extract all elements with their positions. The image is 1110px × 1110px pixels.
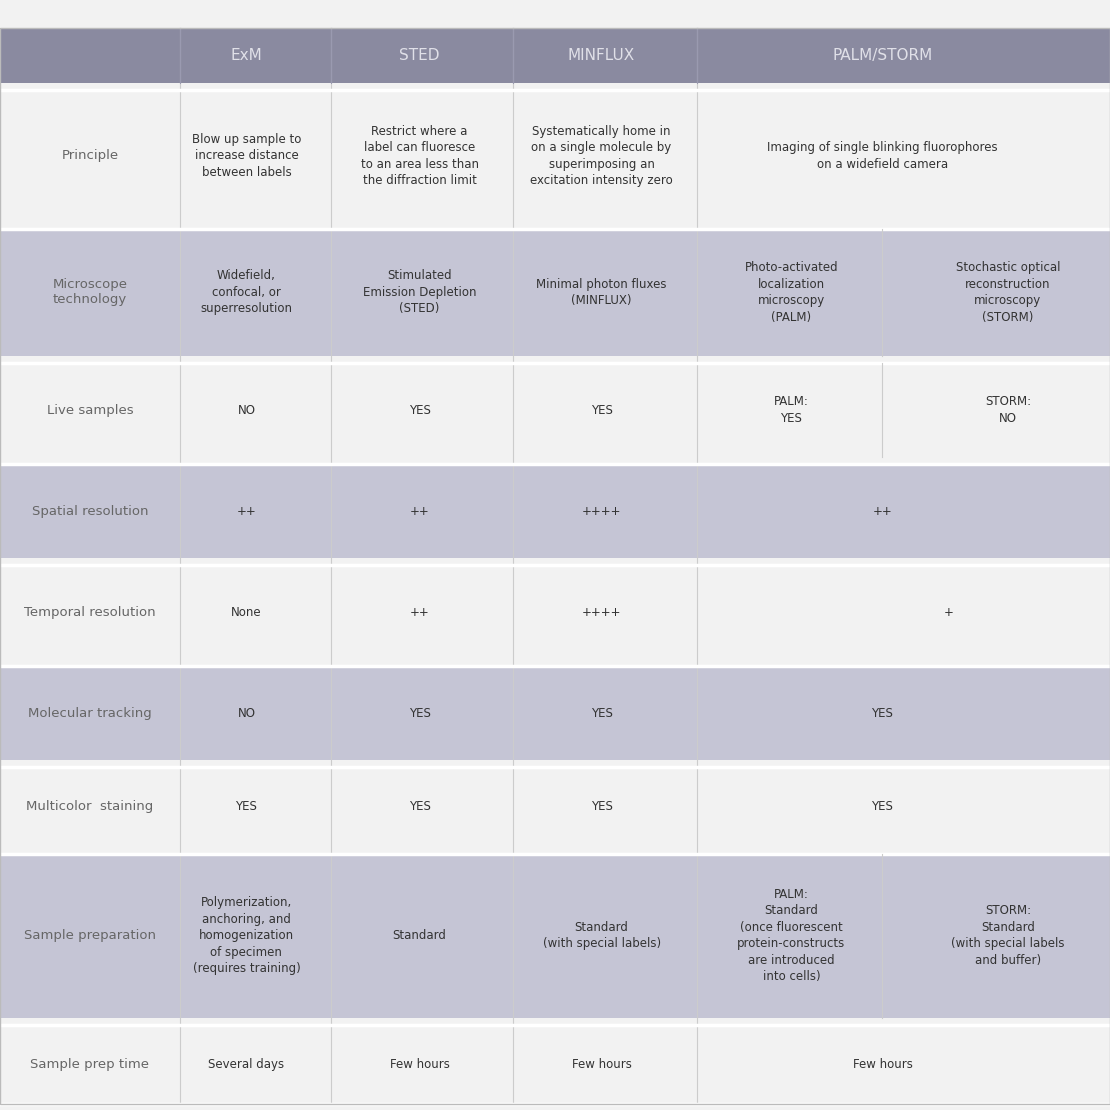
Text: Principle: Principle bbox=[61, 150, 119, 162]
Bar bbox=[0, 666, 1110, 760]
Text: Few hours: Few hours bbox=[390, 1058, 450, 1071]
Text: ++: ++ bbox=[410, 606, 430, 618]
Text: STED: STED bbox=[400, 48, 440, 63]
Text: PALM:
Standard
(once fluorescent
protein-constructs
are introduced
into cells): PALM: Standard (once fluorescent protein… bbox=[737, 888, 846, 983]
Text: Standard
(with special labels): Standard (with special labels) bbox=[543, 921, 660, 950]
Bar bbox=[0, 464, 1110, 558]
Text: PALM/STORM: PALM/STORM bbox=[832, 48, 932, 63]
Text: Molecular tracking: Molecular tracking bbox=[28, 707, 152, 719]
Text: YES: YES bbox=[591, 800, 613, 814]
Bar bbox=[0, 28, 1110, 83]
Bar bbox=[0, 90, 1110, 222]
Text: +: + bbox=[945, 606, 953, 618]
Text: Stimulated
Emission Depletion
(STED): Stimulated Emission Depletion (STED) bbox=[363, 270, 476, 315]
Text: Sample prep time: Sample prep time bbox=[30, 1058, 150, 1071]
Text: YES: YES bbox=[591, 404, 613, 416]
Text: PALM:
YES: PALM: YES bbox=[774, 395, 809, 425]
Text: Multicolor  staining: Multicolor staining bbox=[27, 800, 153, 814]
Text: Polymerization,
anchoring, and
homogenization
of specimen
(requires training): Polymerization, anchoring, and homogeniz… bbox=[192, 896, 301, 976]
Text: Few hours: Few hours bbox=[852, 1058, 912, 1071]
Text: YES: YES bbox=[408, 707, 431, 719]
Text: None: None bbox=[231, 606, 262, 618]
Bar bbox=[0, 1025, 1110, 1104]
Text: YES: YES bbox=[408, 800, 431, 814]
Bar bbox=[0, 229, 1110, 356]
Text: YES: YES bbox=[871, 800, 894, 814]
Text: Temporal resolution: Temporal resolution bbox=[24, 606, 155, 618]
Text: STORM:
NO: STORM: NO bbox=[985, 395, 1031, 425]
Text: YES: YES bbox=[591, 707, 613, 719]
Text: NO: NO bbox=[238, 404, 255, 416]
Text: Live samples: Live samples bbox=[47, 404, 133, 416]
Text: Widefield,
confocal, or
superresolution: Widefield, confocal, or superresolution bbox=[201, 270, 292, 315]
Text: ++: ++ bbox=[236, 505, 256, 517]
Text: Few hours: Few hours bbox=[572, 1058, 632, 1071]
Text: ++++: ++++ bbox=[582, 505, 622, 517]
Text: Microscope
technology: Microscope technology bbox=[52, 279, 128, 306]
Text: Systematically home in
on a single molecule by
superimposing an
excitation inten: Systematically home in on a single molec… bbox=[531, 124, 673, 188]
Bar bbox=[0, 565, 1110, 659]
Text: Photo-activated
localization
microscopy
(PALM): Photo-activated localization microscopy … bbox=[745, 261, 838, 324]
Text: Several days: Several days bbox=[209, 1058, 284, 1071]
Text: MINFLUX: MINFLUX bbox=[568, 48, 635, 63]
Text: STORM:
Standard
(with special labels
and buffer): STORM: Standard (with special labels and… bbox=[951, 905, 1064, 967]
Text: Minimal photon fluxes
(MINFLUX): Minimal photon fluxes (MINFLUX) bbox=[536, 278, 667, 307]
Text: YES: YES bbox=[408, 404, 431, 416]
Text: NO: NO bbox=[238, 707, 255, 719]
Text: Stochastic optical
reconstruction
microscopy
(STORM): Stochastic optical reconstruction micros… bbox=[956, 261, 1060, 324]
Text: Spatial resolution: Spatial resolution bbox=[32, 505, 148, 517]
Bar bbox=[0, 767, 1110, 847]
Text: YES: YES bbox=[871, 707, 894, 719]
Text: YES: YES bbox=[235, 800, 258, 814]
Text: Blow up sample to
increase distance
between labels: Blow up sample to increase distance betw… bbox=[192, 133, 301, 179]
Bar bbox=[0, 854, 1110, 1018]
Text: Imaging of single blinking fluorophores
on a widefield camera: Imaging of single blinking fluorophores … bbox=[767, 141, 998, 171]
Text: Sample preparation: Sample preparation bbox=[24, 929, 155, 942]
Text: ++: ++ bbox=[410, 505, 430, 517]
Text: ++++: ++++ bbox=[582, 606, 622, 618]
Bar bbox=[0, 363, 1110, 457]
Text: Standard: Standard bbox=[393, 929, 446, 942]
Text: ++: ++ bbox=[872, 505, 892, 517]
Text: Restrict where a
label can fluoresce
to an area less than
the diffraction limit: Restrict where a label can fluoresce to … bbox=[361, 124, 478, 188]
Text: ExM: ExM bbox=[231, 48, 262, 63]
